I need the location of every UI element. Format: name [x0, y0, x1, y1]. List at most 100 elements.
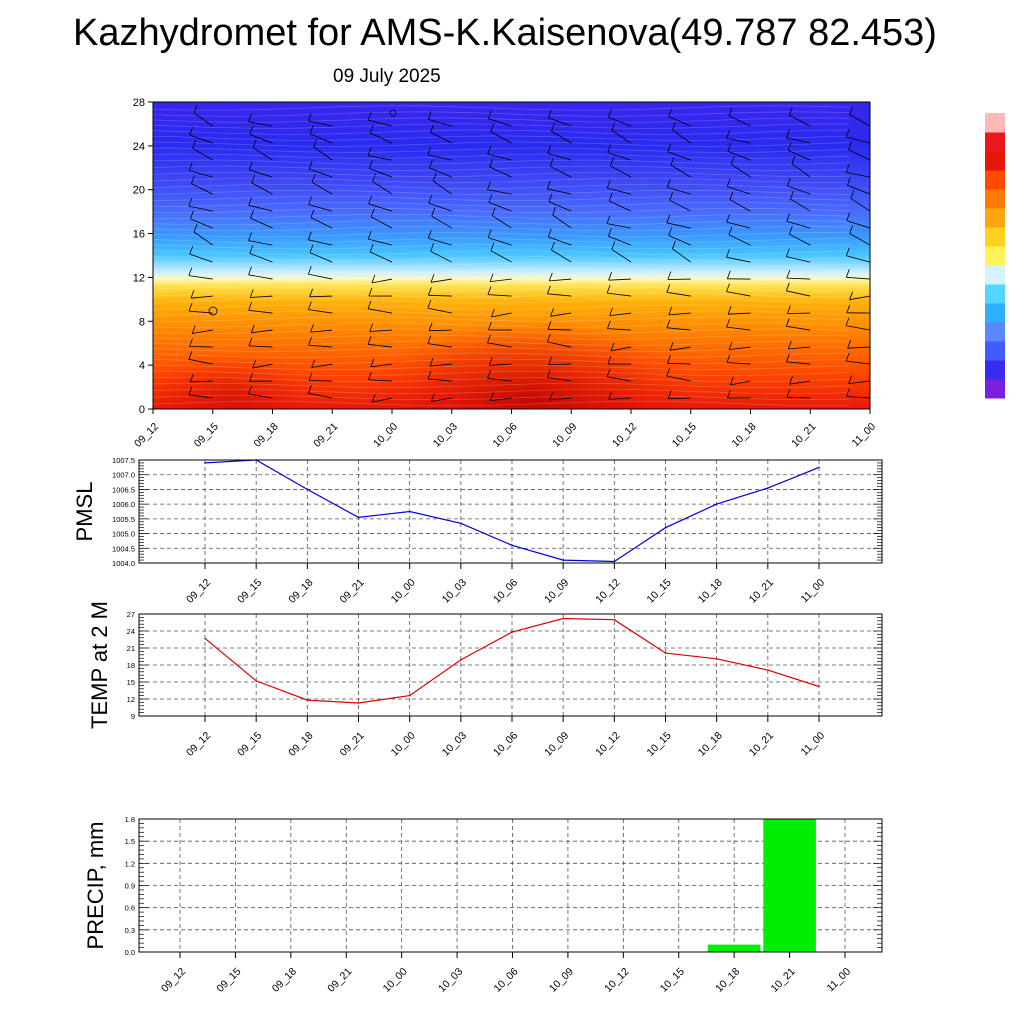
wind-barb-flag	[308, 372, 313, 381]
wind-barb-flag	[189, 373, 194, 383]
wind-barb-flag	[428, 194, 433, 204]
wind-barb	[488, 118, 512, 127]
wind-barb	[491, 215, 512, 229]
contour-line	[153, 141, 850, 147]
contour-line	[153, 316, 850, 322]
wind-barb	[786, 137, 811, 144]
wind-barb-flag	[248, 232, 252, 241]
wind-barb	[786, 256, 811, 263]
colorbar-segment	[985, 174, 1005, 180]
wind-barb	[428, 202, 452, 212]
wind-barb	[428, 119, 452, 127]
colorbar-segment	[985, 246, 1005, 252]
wind-barb	[789, 114, 811, 127]
wind-barb-flag	[728, 107, 733, 116]
calm-wind-marker	[389, 109, 397, 117]
wind-barb	[786, 290, 811, 297]
colorbar-segment	[985, 227, 1005, 233]
wind-barb-flag	[606, 284, 611, 294]
colorbar-segment	[985, 132, 1005, 138]
wind-barb	[250, 217, 273, 229]
wind-barb	[190, 295, 213, 299]
wind-barb-flag	[193, 104, 198, 114]
y-tick-label: 12	[127, 695, 135, 704]
wind-barb	[248, 393, 273, 399]
wind-barb-flag	[248, 197, 253, 206]
x-tick-label: 09_21	[337, 577, 366, 606]
wind-barb	[310, 329, 333, 333]
data-point	[204, 637, 206, 640]
wind-barb-flag	[371, 393, 376, 403]
x-tick-label: 10_12	[602, 966, 631, 995]
wind-barb	[847, 184, 870, 195]
wind-barb-flag	[427, 335, 432, 344]
x-tick-label: 10_15	[644, 730, 673, 759]
wind-barb-flag	[726, 283, 730, 292]
wind-barb	[607, 292, 632, 297]
wind-barb	[189, 346, 213, 348]
precip-bar	[707, 944, 761, 952]
wind-barb-flag	[730, 156, 735, 165]
contour-line	[153, 334, 850, 340]
wind-barb-flag	[308, 196, 312, 205]
wind-barb-flag	[786, 248, 790, 257]
contour-line	[153, 159, 850, 165]
wind-barb	[667, 151, 691, 161]
wind-barb	[668, 312, 691, 316]
wind-barb-flag	[845, 269, 850, 278]
wind-barb	[548, 236, 572, 246]
wind-barb-flag	[666, 367, 671, 377]
wind-barb-flag	[188, 351, 193, 360]
x-tick-label: 10_09	[550, 421, 579, 450]
colorbar-segment	[985, 269, 1005, 275]
wind-barb-flag	[666, 179, 671, 188]
wind-barb-flag	[429, 357, 434, 367]
wind-barb	[308, 380, 333, 382]
wind-barb-flag	[189, 338, 193, 347]
wind-barb-flag	[491, 308, 495, 318]
y-tick-label: 27	[127, 610, 135, 619]
colorbar-segment	[985, 355, 1005, 361]
wind-barb-flag	[666, 319, 671, 328]
contour-line	[153, 328, 850, 334]
data-point	[562, 559, 564, 561]
colorbar-segment	[985, 113, 1005, 119]
wind-barb-flag	[249, 245, 254, 254]
wind-barb	[551, 249, 572, 263]
wind-barb-flag	[250, 324, 255, 333]
wind-barb-flag	[369, 124, 374, 134]
contour-line	[153, 256, 850, 262]
wind-barb	[552, 214, 572, 229]
wind-barb-flag	[132, 291, 135, 299]
wind-barb	[487, 153, 512, 161]
wind-barb-flag	[130, 212, 133, 220]
wind-barb	[153, 176, 154, 178]
contour-line	[153, 226, 850, 232]
wind-barb	[487, 377, 512, 382]
wind-barb	[188, 394, 213, 399]
data-point	[562, 617, 564, 620]
wind-barb-flag	[669, 342, 674, 351]
wind-barb-flag	[786, 129, 790, 138]
colorbar-segment	[985, 160, 1005, 166]
contour-line	[153, 238, 850, 244]
contour-line	[153, 214, 850, 220]
x-tick-label: 09_18	[270, 966, 299, 995]
x-tick-label: 10_00	[381, 966, 410, 995]
wind-barb	[847, 346, 870, 349]
wind-barb-flag	[309, 288, 313, 297]
wind-barb	[610, 346, 632, 352]
wind-barb-flag	[369, 323, 374, 332]
contour-line	[153, 207, 850, 214]
wind-barb	[153, 397, 154, 399]
wind-barb	[248, 121, 273, 127]
data-point	[306, 699, 309, 701]
wind-barb	[369, 329, 393, 332]
x-tick-label: 10_12	[593, 577, 622, 606]
wind-barb-flag	[189, 210, 194, 220]
wind-barb	[728, 312, 751, 315]
wind-barb-flag	[726, 270, 731, 279]
x-tick-label: 09_21	[325, 966, 354, 995]
y-tick-label: 8	[139, 316, 145, 328]
wind-barb	[429, 329, 452, 332]
